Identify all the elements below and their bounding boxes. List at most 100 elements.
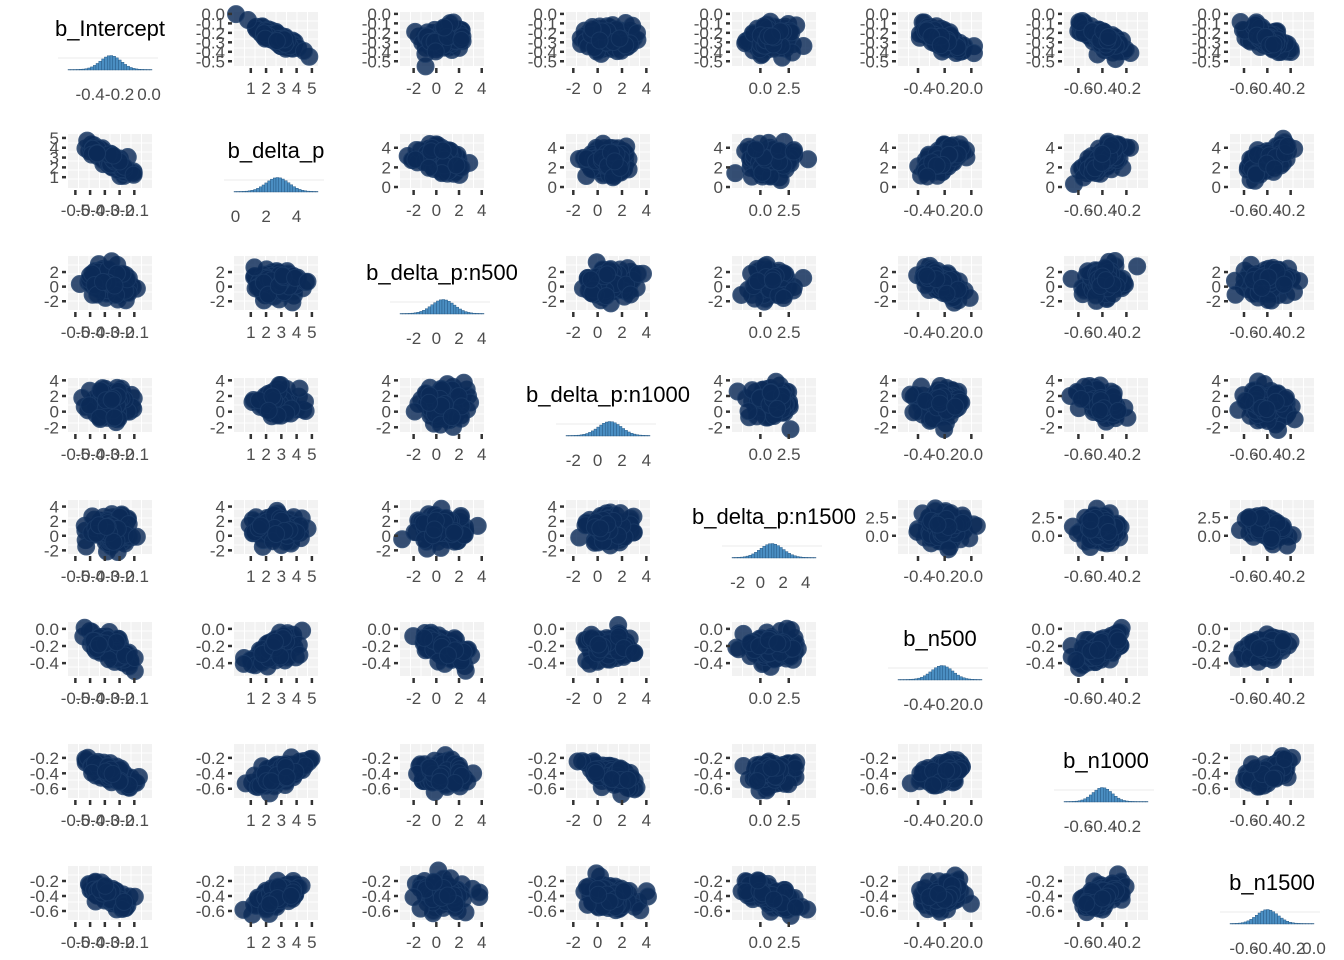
scatter-point [1226, 285, 1245, 304]
scatter-point [591, 519, 610, 538]
hist-bar [256, 188, 260, 193]
hist-bar [295, 187, 299, 193]
x-tick-label: 2 [261, 567, 270, 586]
scatter-point [1096, 271, 1115, 290]
hist-bar [475, 313, 479, 315]
hist-bar [472, 312, 476, 315]
hist-bar [638, 434, 642, 437]
scatter-point [124, 165, 143, 184]
hist-bar [422, 310, 426, 315]
y-tick-label: -2 [210, 418, 225, 437]
panel-3-1: 420-21 2 3 4 5 [210, 371, 318, 464]
scatter-point [1265, 159, 1284, 178]
x-tick-label: -2 [566, 567, 581, 586]
scatter-point [761, 383, 780, 402]
hist-bar [740, 556, 744, 559]
hist-bar [120, 62, 125, 71]
scatter-point [621, 285, 640, 304]
y-tick-label: -0.4 [196, 43, 225, 62]
hist-bar [801, 557, 805, 559]
x-tick-label: 2 [778, 573, 787, 592]
hist-bar [284, 180, 288, 193]
y-tick-label: 4 [1046, 139, 1055, 158]
x-tick-label: -2 [566, 451, 581, 470]
hist-bar [306, 190, 310, 193]
hist-bar [481, 313, 485, 315]
panel-3-2: 420-2-2 0 2 4 [376, 371, 487, 464]
scatter-point [590, 31, 609, 50]
hist-bar [287, 182, 291, 193]
x-tick-label: -2 [566, 201, 581, 220]
panel-4-3: 420-2-2 0 2 4 [542, 498, 651, 586]
hist-bar [469, 312, 473, 315]
y-tick-label: -0.3 [362, 33, 391, 52]
y-tick-label: -2 [708, 418, 723, 437]
scatter-point [435, 18, 454, 37]
y-tick-label: 2 [548, 158, 557, 177]
y-tick-label: 0.0 [367, 5, 391, 24]
y-tick-label: -0.3 [196, 33, 225, 52]
x-tick-label: -0.2 [930, 445, 959, 464]
panel-4-2: 420-2-2 0 2 4 [376, 498, 487, 586]
y-tick-label: -0.5 [860, 52, 889, 71]
y-tick-label: 0 [1046, 178, 1055, 197]
scatter-point [598, 265, 617, 284]
hist-bar [134, 68, 139, 71]
diag-title: b_delta_p [228, 138, 325, 163]
panel-3-5: 420-2-0.4-0.2 0.0 [874, 371, 983, 464]
panel-2-0: 20-2-0.5-0.4-0.3-0.2-0.1 [44, 252, 152, 342]
y-tick-label: 2 [714, 158, 723, 177]
x-tick-label: 4 [642, 451, 651, 470]
panel-2-4: 20-20.0 2.5 [708, 255, 816, 342]
y-tick-label: 0.0 [201, 5, 225, 24]
hist-bar [250, 190, 254, 193]
x-tick-label: 1 [246, 323, 255, 342]
x-tick-label: 2 [617, 201, 626, 220]
hist-bar [132, 68, 136, 71]
hist-bar [771, 543, 775, 559]
hist-bar [731, 557, 735, 559]
y-tick-label: -2 [874, 418, 889, 437]
x-tick-label: 3 [277, 323, 286, 342]
x-tick-label: 2 [617, 323, 626, 342]
hist-bar [112, 56, 116, 71]
hist-bar [734, 557, 738, 559]
scatter-point [419, 158, 438, 177]
x-tick-label: -2 [406, 567, 421, 586]
hist-bar [619, 426, 623, 437]
hist-bar [95, 63, 99, 71]
scatter-point [433, 141, 452, 160]
scatter-point [1257, 400, 1276, 419]
scatter-point [1278, 136, 1297, 155]
panel-2-6: 20-2-0.6-0.4-0.2 [1040, 252, 1148, 342]
hist-bar [275, 177, 279, 193]
x-tick-label: 0 [432, 79, 441, 98]
x-tick-label: -0.4 [903, 445, 932, 464]
x-tick-label: -0.1 [120, 567, 149, 586]
y-tick-label: -2 [376, 541, 391, 560]
hist-bar [90, 66, 94, 71]
panel-1-1: b_delta_p 0 2 4 [224, 138, 324, 226]
hist-bar [78, 69, 83, 71]
y-tick-label: -2 [210, 541, 225, 560]
y-tick-label: -2 [44, 541, 59, 560]
scatter-point [937, 284, 956, 303]
scatter-point [605, 152, 624, 171]
panel-2-2: b_delta_p:n500 -2 0 2 4 [366, 260, 518, 348]
hist-bar [565, 435, 569, 437]
scatter-point [763, 27, 782, 46]
x-tick-label: 1 [246, 567, 255, 586]
hist-bar [748, 554, 752, 559]
x-tick-label: 4 [642, 201, 651, 220]
panel-0-3: 0.0-0.1-0.2-0.3-0.4-0.5-2 0 2 4 [528, 5, 651, 98]
panel-1-4: 420 0.0 2.5 [714, 132, 818, 220]
hist-bar [759, 548, 763, 559]
scatter-point [245, 258, 264, 277]
hist-bar [87, 67, 91, 71]
hist-bar [751, 553, 755, 559]
y-tick-label: -2 [210, 292, 225, 311]
panel-4-0: 420-2-0.5-0.4-0.3-0.2-0.1 [44, 498, 152, 586]
y-tick-label: 4 [714, 139, 723, 158]
hist-bar [309, 191, 313, 193]
